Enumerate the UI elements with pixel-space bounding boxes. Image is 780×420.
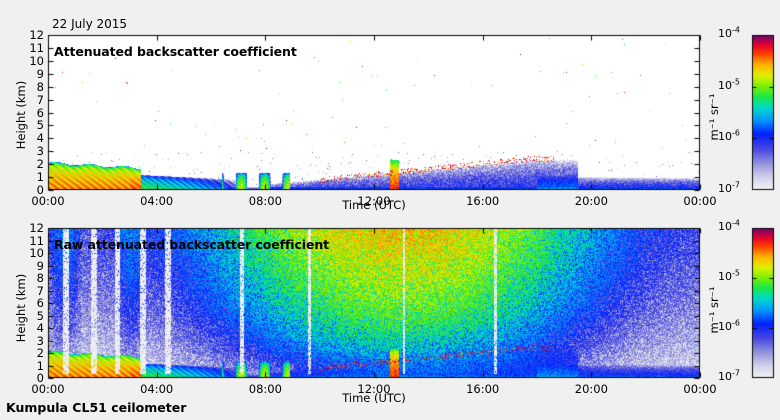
panel-1-ytick-1: 1 (36, 170, 44, 185)
panel-1-xtick-1: 04:00 (140, 194, 174, 208)
panel-1-ytick-4: 4 (36, 131, 44, 146)
panel-2-ytick-7: 7 (36, 283, 44, 298)
panel-2-xtick-3: 12:00 (357, 382, 391, 396)
panel-2-ytick-3: 3 (36, 333, 44, 348)
panel-1-xtick-3: 12:00 (357, 194, 391, 208)
panel-2-ytick-5: 5 (36, 308, 44, 323)
panel-1-ytick-12: 12 (29, 28, 44, 42)
panel-2-x-axis-label: Time (UTC) (342, 391, 406, 405)
panel-1-ytick-10: 10 (29, 53, 44, 68)
panel-2-xtick-4: 16:00 (466, 382, 500, 396)
panel-1-colorbar-tick-2: 10-6 (718, 128, 740, 144)
panel-1-ytick-6: 6 (36, 105, 44, 120)
panel-1-x-axis-label: Time (UTC) (342, 198, 406, 212)
panel-1-ytick-7: 7 (36, 92, 44, 107)
panel-2-colorbar-tick-3: 10-7 (718, 368, 740, 383)
panel-1-xtick-4: 16:00 (466, 194, 500, 208)
panel-2-xtick-6: 00:00 (683, 382, 717, 396)
panel-1-xtick-5: 20:00 (574, 194, 608, 208)
panel-1-colorbar-tick-3: 10-7 (718, 180, 740, 195)
panel-2-ytick-6: 6 (36, 296, 44, 310)
panel-1-ytick-0: 0 (36, 183, 44, 197)
panel-2-xtick-5: 20:00 (574, 382, 608, 396)
panel-2-colorbar-tick-0: 10-4 (718, 218, 740, 233)
panel-2-ytick-10: 10 (29, 246, 44, 260)
panel-2-xtick-0: 00:00 (31, 382, 65, 396)
panel-2-ytick-12: 12 (29, 221, 44, 235)
date-title: 22 July 2015 (52, 17, 128, 31)
panel-1-ytick-3: 3 (36, 144, 44, 159)
panel-2-ytick-2: 2 (36, 346, 44, 360)
panel-1-xtick-0: 00:00 (31, 194, 65, 208)
panel-1-xtick-2: 08:00 (248, 194, 282, 208)
station-instrument-caption: Kumpula CL51 ceilometer (6, 400, 187, 415)
panel-2-xtick-2: 08:00 (248, 382, 282, 396)
panel-2-ytick-1: 1 (36, 358, 44, 373)
panel-2-xtick-1: 04:00 (140, 382, 174, 396)
panel-2-ytick-11: 11 (29, 233, 44, 248)
panel-1-title: Attenuated backscatter coefficient (54, 44, 297, 59)
panel-1-colorbar-tick-0: 10-4 (718, 25, 740, 40)
panel-1-xtick-6: 00:00 (683, 194, 717, 208)
panel-1-ytick-9: 9 (36, 66, 44, 81)
panel-2-ytick-0: 0 (36, 371, 44, 385)
panel-1-ytick-2: 2 (36, 157, 44, 172)
panel-1-ytick-11: 11 (29, 40, 44, 55)
panel-1-ytick-5: 5 (36, 118, 44, 133)
panel-2-ytick-8: 8 (36, 271, 44, 285)
panel-2-colorbar-tick-1: 10-5 (718, 268, 740, 283)
panel-2-ytick-9: 9 (36, 258, 44, 273)
panel-1-colorbar-tick-1: 10-5 (718, 77, 740, 92)
panel-2-ytick-4: 4 (36, 321, 44, 335)
panel-1-ytick-8: 8 (36, 79, 44, 94)
panel-2-colorbar-tick-2: 10-6 (718, 318, 740, 333)
panel-2-title: Raw attenuated backscatter coefficient (54, 237, 330, 252)
